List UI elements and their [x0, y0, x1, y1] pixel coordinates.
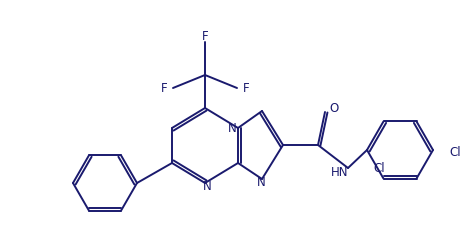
Text: N: N [257, 175, 266, 188]
Text: Cl: Cl [449, 147, 461, 160]
Text: HN: HN [331, 165, 349, 178]
Text: O: O [329, 103, 338, 116]
Text: Cl: Cl [374, 162, 385, 175]
Text: N: N [228, 121, 236, 134]
Text: F: F [243, 82, 250, 95]
Text: N: N [203, 179, 212, 192]
Text: F: F [202, 31, 208, 44]
Text: F: F [160, 82, 167, 95]
